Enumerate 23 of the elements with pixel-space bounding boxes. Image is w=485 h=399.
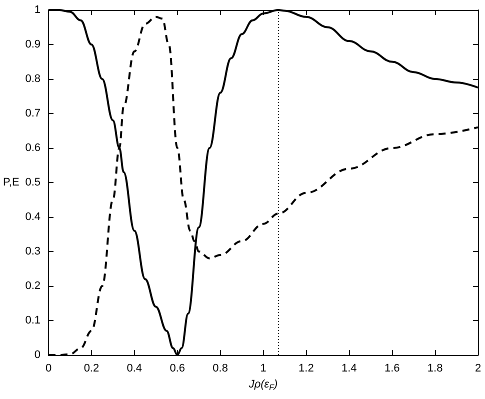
x-tick-label: 1.6 — [384, 362, 400, 374]
x-tick-label: 0.6 — [170, 362, 185, 374]
y-tick-label: 0.5 — [25, 176, 41, 188]
y-tick-label: 0.6 — [25, 142, 41, 154]
y-tick-label: 0.1 — [25, 314, 41, 326]
x-tick-label: 0 — [45, 362, 52, 374]
y-tick-label: 1 — [34, 4, 41, 16]
x-tick-label: 1.8 — [427, 362, 443, 374]
y-tick-label: 0 — [34, 349, 41, 361]
x-tick-label: 0.2 — [84, 362, 100, 374]
x-tick-label: 2 — [474, 362, 482, 374]
x-tick-label: 1 — [260, 362, 266, 374]
x-tick-label: 1.2 — [298, 362, 314, 374]
y-tick-label: 0.8 — [25, 73, 41, 85]
y-tick-label: 0.2 — [25, 280, 41, 292]
y-tick-label: 0.7 — [25, 108, 41, 120]
x-tick-label: 0.4 — [126, 362, 142, 374]
x-tick-label: 1.4 — [342, 362, 357, 374]
x-tick-label: 0.8 — [212, 362, 228, 374]
y-tick-label: 0.4 — [25, 211, 41, 223]
y-axis-title: P,E — [3, 176, 20, 188]
y-tick-label: 0.3 — [25, 246, 41, 258]
y-tick-label: 0.9 — [25, 38, 41, 50]
